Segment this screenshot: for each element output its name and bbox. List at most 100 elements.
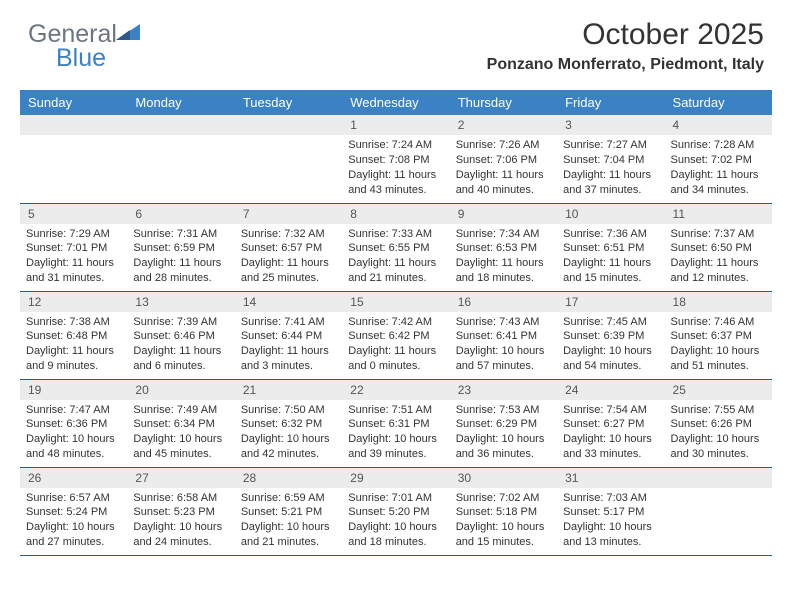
day-info: Sunrise: 7:41 AMSunset: 6:44 PMDaylight:… [235, 312, 342, 376]
calendar-day-cell: 13Sunrise: 7:39 AMSunset: 6:46 PMDayligh… [127, 291, 234, 379]
daylight-text: Daylight: 11 hours and 21 minutes. [348, 256, 443, 286]
sunrise-text: Sunrise: 7:54 AM [563, 403, 658, 418]
calendar-day-cell: 16Sunrise: 7:43 AMSunset: 6:41 PMDayligh… [450, 291, 557, 379]
sunrise-text: Sunrise: 7:31 AM [133, 227, 228, 242]
calendar-day-cell: 29Sunrise: 7:01 AMSunset: 5:20 PMDayligh… [342, 467, 449, 555]
day-info: Sunrise: 7:47 AMSunset: 6:36 PMDaylight:… [20, 400, 127, 464]
day-number: 8 [342, 204, 449, 224]
sunrise-text: Sunrise: 6:59 AM [241, 491, 336, 506]
location-text: Ponzano Monferrato, Piedmont, Italy [487, 56, 764, 74]
day-info: Sunrise: 7:46 AMSunset: 6:37 PMDaylight:… [665, 312, 772, 376]
day-number: 18 [665, 292, 772, 312]
day-number: 2 [450, 115, 557, 135]
day-info: Sunrise: 7:42 AMSunset: 6:42 PMDaylight:… [342, 312, 449, 376]
day-info: Sunrise: 7:50 AMSunset: 6:32 PMDaylight:… [235, 400, 342, 464]
month-title: October 2025 [487, 18, 764, 52]
day-number: 28 [235, 468, 342, 488]
sunrise-text: Sunrise: 7:28 AM [671, 138, 766, 153]
sunrise-text: Sunrise: 7:33 AM [348, 227, 443, 242]
sunset-text: Sunset: 6:41 PM [456, 329, 551, 344]
day-number: 5 [20, 204, 127, 224]
day-info: Sunrise: 6:58 AMSunset: 5:23 PMDaylight:… [127, 488, 234, 552]
calendar-day-cell: 18Sunrise: 7:46 AMSunset: 6:37 PMDayligh… [665, 291, 772, 379]
daylight-text: Daylight: 11 hours and 34 minutes. [671, 168, 766, 198]
calendar-day-cell: 28Sunrise: 6:59 AMSunset: 5:21 PMDayligh… [235, 467, 342, 555]
weekday-header-row: SundayMondayTuesdayWednesdayThursdayFrid… [20, 90, 772, 115]
sunrise-text: Sunrise: 7:47 AM [26, 403, 121, 418]
calendar-day-cell: 6Sunrise: 7:31 AMSunset: 6:59 PMDaylight… [127, 203, 234, 291]
sunset-text: Sunset: 6:34 PM [133, 417, 228, 432]
brand-word-2: Blue [56, 44, 106, 73]
sunrise-text: Sunrise: 7:43 AM [456, 315, 551, 330]
logo-triangle-icon [116, 22, 140, 47]
calendar-day-cell: 10Sunrise: 7:36 AMSunset: 6:51 PMDayligh… [557, 203, 664, 291]
sunset-text: Sunset: 6:46 PM [133, 329, 228, 344]
calendar-day-cell: 22Sunrise: 7:51 AMSunset: 6:31 PMDayligh… [342, 379, 449, 467]
day-number: 17 [557, 292, 664, 312]
sunrise-text: Sunrise: 7:51 AM [348, 403, 443, 418]
day-info: Sunrise: 7:32 AMSunset: 6:57 PMDaylight:… [235, 224, 342, 288]
calendar-day-cell: 26Sunrise: 6:57 AMSunset: 5:24 PMDayligh… [20, 467, 127, 555]
day-number: 10 [557, 204, 664, 224]
day-info: Sunrise: 7:37 AMSunset: 6:50 PMDaylight:… [665, 224, 772, 288]
sunrise-text: Sunrise: 6:57 AM [26, 491, 121, 506]
sunrise-text: Sunrise: 7:49 AM [133, 403, 228, 418]
day-info: Sunrise: 7:29 AMSunset: 7:01 PMDaylight:… [20, 224, 127, 288]
weekday-header: Saturday [665, 90, 772, 115]
calendar-week-row: 19Sunrise: 7:47 AMSunset: 6:36 PMDayligh… [20, 379, 772, 467]
calendar-day-cell: 12Sunrise: 7:38 AMSunset: 6:48 PMDayligh… [20, 291, 127, 379]
calendar-day-cell: 2Sunrise: 7:26 AMSunset: 7:06 PMDaylight… [450, 115, 557, 203]
sunrise-text: Sunrise: 7:39 AM [133, 315, 228, 330]
daylight-text: Daylight: 11 hours and 9 minutes. [26, 344, 121, 374]
sunset-text: Sunset: 6:29 PM [456, 417, 551, 432]
sunrise-text: Sunrise: 7:27 AM [563, 138, 658, 153]
day-number: 19 [20, 380, 127, 400]
sunset-text: Sunset: 6:53 PM [456, 241, 551, 256]
day-number: 15 [342, 292, 449, 312]
sunset-text: Sunset: 6:48 PM [26, 329, 121, 344]
daylight-text: Daylight: 11 hours and 37 minutes. [563, 168, 658, 198]
weekday-header: Thursday [450, 90, 557, 115]
sunset-text: Sunset: 5:21 PM [241, 505, 336, 520]
sunset-text: Sunset: 6:55 PM [348, 241, 443, 256]
day-number: 11 [665, 204, 772, 224]
sunrise-text: Sunrise: 7:01 AM [348, 491, 443, 506]
weekday-header: Tuesday [235, 90, 342, 115]
day-number: 31 [557, 468, 664, 488]
weekday-header: Wednesday [342, 90, 449, 115]
sunset-text: Sunset: 6:42 PM [348, 329, 443, 344]
sunrise-text: Sunrise: 7:50 AM [241, 403, 336, 418]
calendar-day-cell [127, 115, 234, 203]
calendar-day-cell: 20Sunrise: 7:49 AMSunset: 6:34 PMDayligh… [127, 379, 234, 467]
day-info: Sunrise: 7:27 AMSunset: 7:04 PMDaylight:… [557, 135, 664, 199]
calendar-day-cell: 30Sunrise: 7:02 AMSunset: 5:18 PMDayligh… [450, 467, 557, 555]
sunset-text: Sunset: 5:23 PM [133, 505, 228, 520]
sunset-text: Sunset: 6:57 PM [241, 241, 336, 256]
daylight-text: Daylight: 10 hours and 42 minutes. [241, 432, 336, 462]
calendar-day-cell: 31Sunrise: 7:03 AMSunset: 5:17 PMDayligh… [557, 467, 664, 555]
calendar-week-row: 26Sunrise: 6:57 AMSunset: 5:24 PMDayligh… [20, 467, 772, 555]
sunset-text: Sunset: 6:50 PM [671, 241, 766, 256]
weekday-header: Friday [557, 90, 664, 115]
day-info: Sunrise: 7:31 AMSunset: 6:59 PMDaylight:… [127, 224, 234, 288]
day-number: 14 [235, 292, 342, 312]
day-number: 16 [450, 292, 557, 312]
day-number [20, 115, 127, 135]
sunrise-text: Sunrise: 7:55 AM [671, 403, 766, 418]
day-info: Sunrise: 7:01 AMSunset: 5:20 PMDaylight:… [342, 488, 449, 552]
day-info: Sunrise: 7:49 AMSunset: 6:34 PMDaylight:… [127, 400, 234, 464]
daylight-text: Daylight: 11 hours and 3 minutes. [241, 344, 336, 374]
daylight-text: Daylight: 11 hours and 28 minutes. [133, 256, 228, 286]
daylight-text: Daylight: 10 hours and 24 minutes. [133, 520, 228, 550]
daylight-text: Daylight: 10 hours and 36 minutes. [456, 432, 551, 462]
sunset-text: Sunset: 7:06 PM [456, 153, 551, 168]
calendar-table: SundayMondayTuesdayWednesdayThursdayFrid… [20, 90, 772, 556]
sunrise-text: Sunrise: 7:26 AM [456, 138, 551, 153]
daylight-text: Daylight: 10 hours and 33 minutes. [563, 432, 658, 462]
day-number: 13 [127, 292, 234, 312]
daylight-text: Daylight: 10 hours and 13 minutes. [563, 520, 658, 550]
day-number: 6 [127, 204, 234, 224]
daylight-text: Daylight: 10 hours and 45 minutes. [133, 432, 228, 462]
day-number: 7 [235, 204, 342, 224]
day-info: Sunrise: 7:39 AMSunset: 6:46 PMDaylight:… [127, 312, 234, 376]
